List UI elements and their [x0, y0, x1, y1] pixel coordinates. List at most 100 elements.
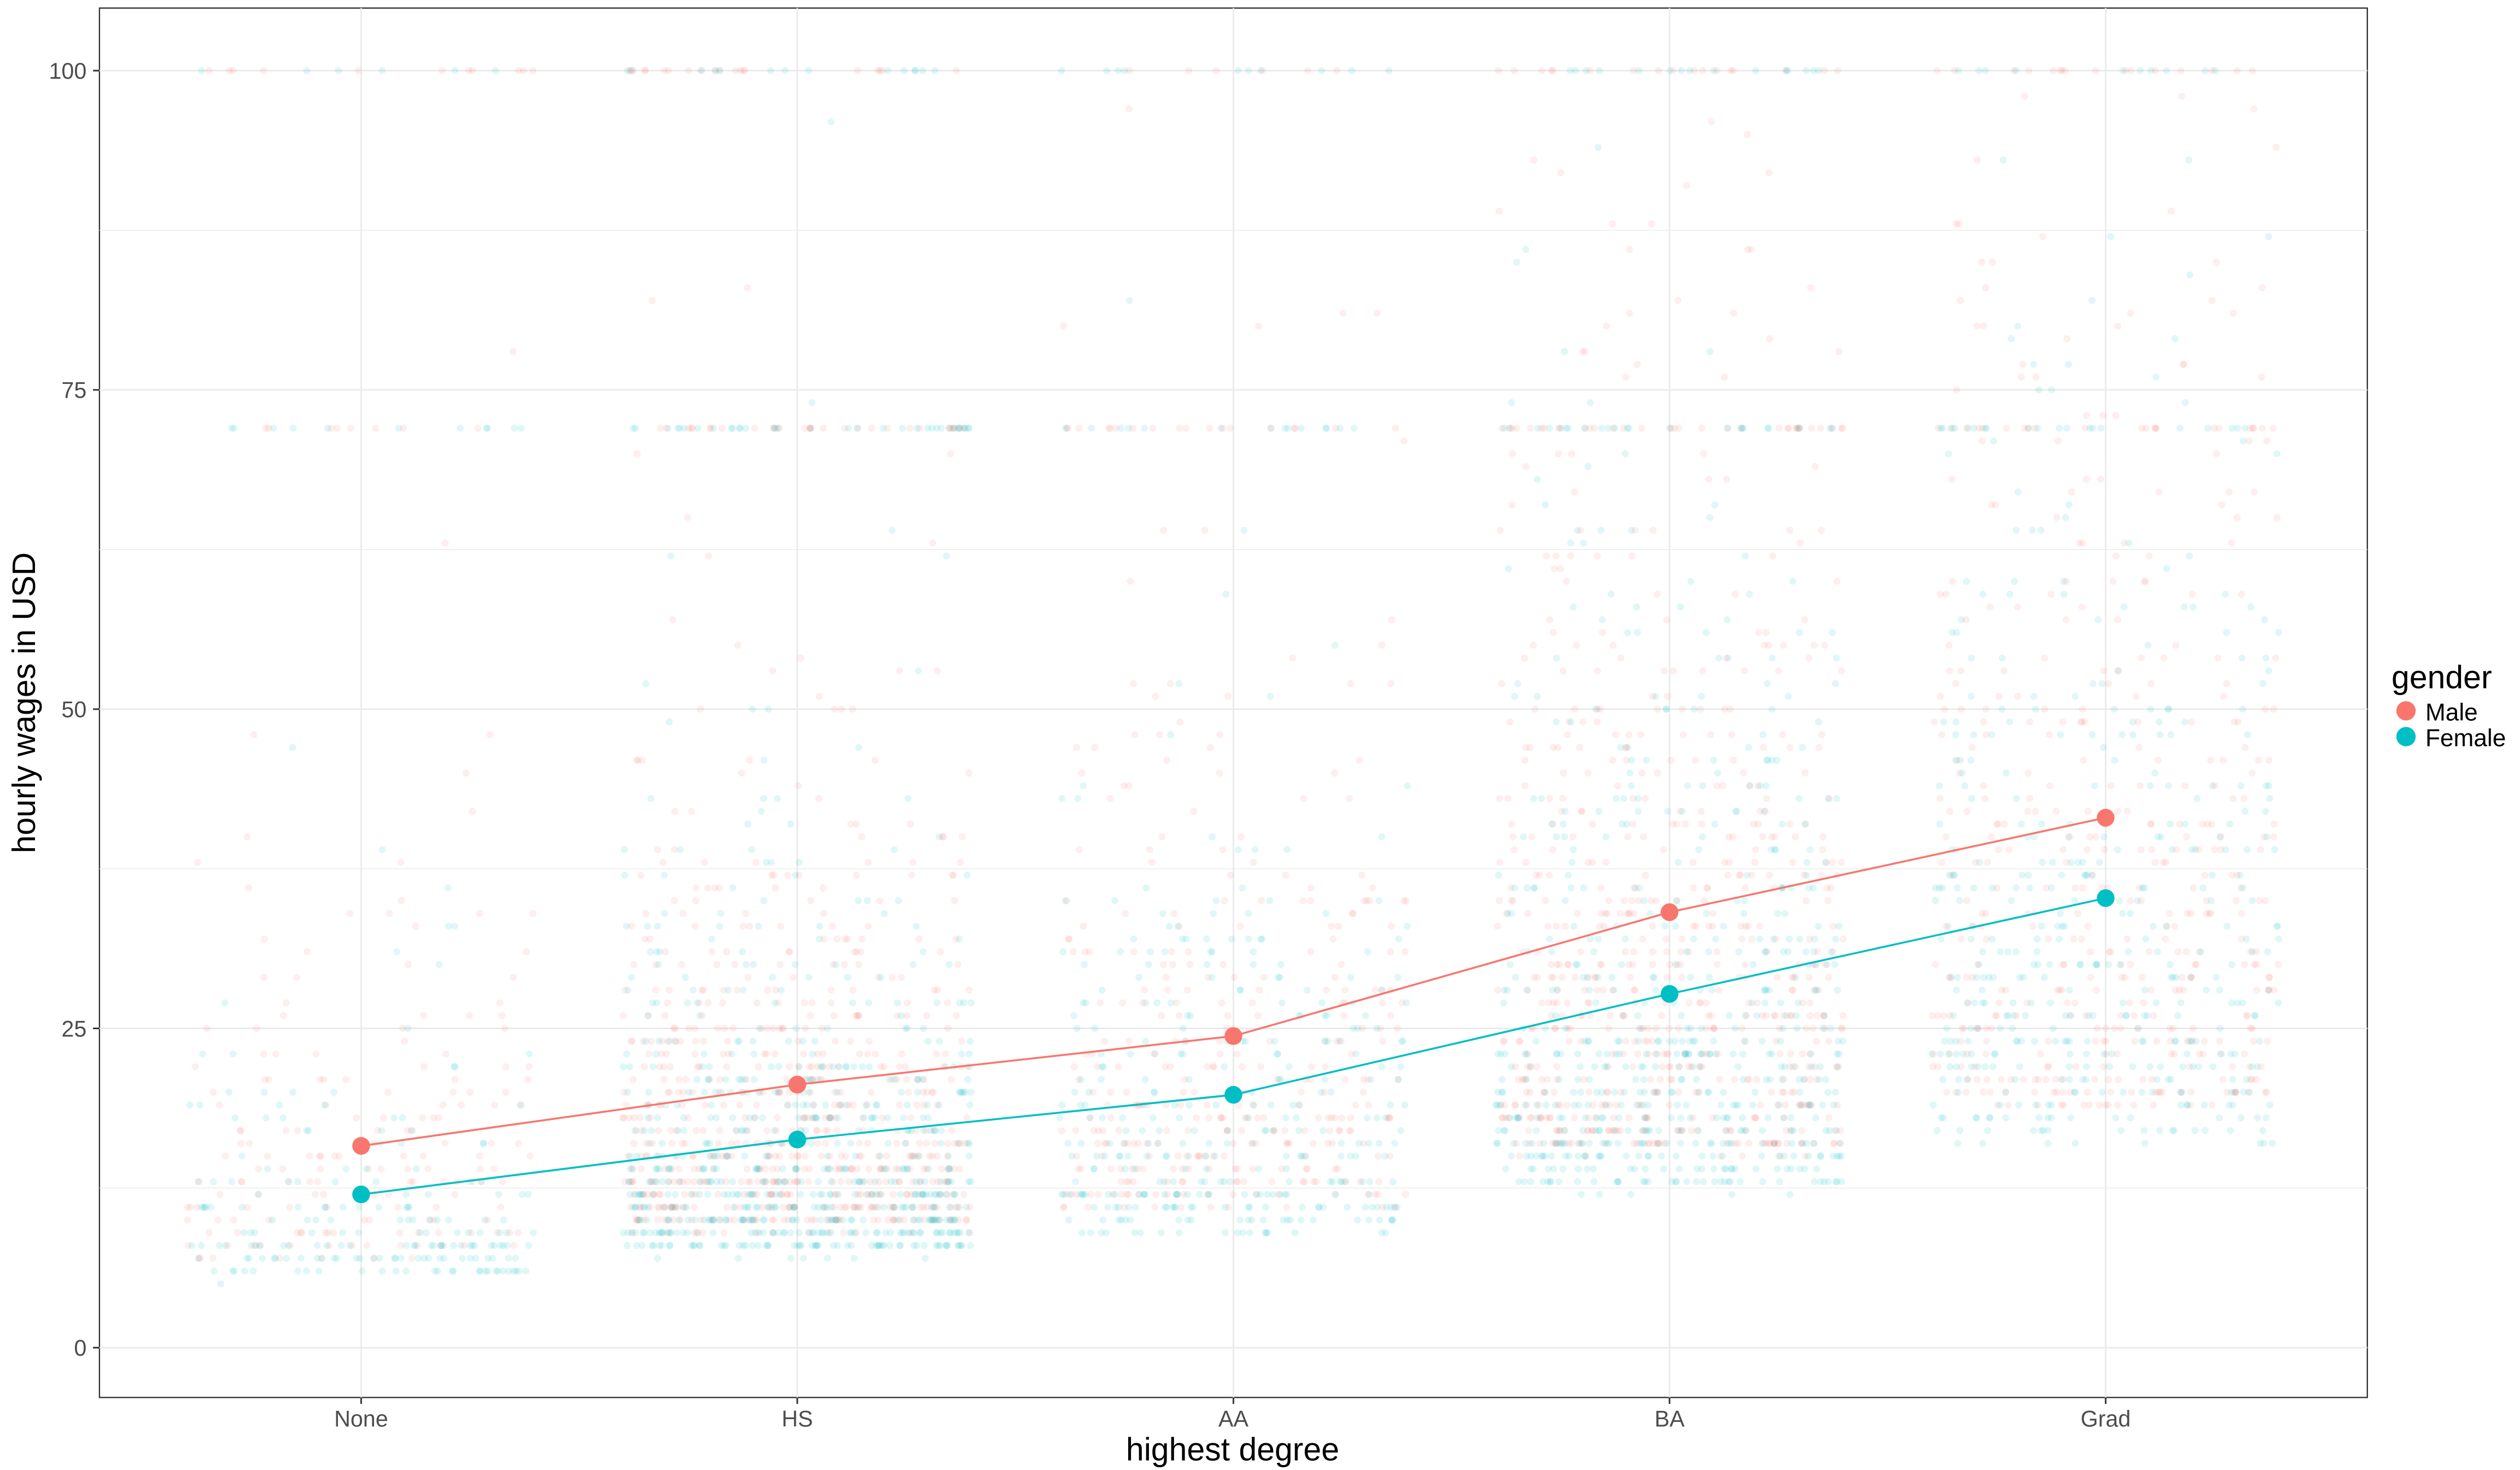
jitter-point — [733, 1140, 741, 1147]
jitter-point — [483, 424, 491, 432]
jitter-point — [689, 424, 696, 432]
jitter-point — [877, 973, 885, 981]
jitter-point — [1662, 935, 1670, 943]
jitter-point — [502, 1063, 510, 1071]
jitter-point — [1953, 1050, 1961, 1058]
jitter-point — [311, 1191, 319, 1198]
jitter-point — [331, 1178, 339, 1186]
jitter-point — [1990, 437, 1997, 445]
jitter-point — [1958, 769, 1966, 777]
jitter-point — [1159, 961, 1167, 969]
jitter-point — [1548, 820, 1556, 828]
jitter-point — [733, 1191, 740, 1198]
jitter-point — [421, 1255, 428, 1262]
jitter-point — [1538, 999, 1545, 1007]
jitter-point — [781, 1178, 789, 1186]
jitter-point — [664, 1088, 672, 1096]
jitter-point — [836, 1165, 844, 1172]
jitter-point — [419, 1152, 427, 1160]
jitter-point — [2061, 923, 2068, 930]
jitter-point — [965, 1140, 973, 1147]
jitter-point — [2248, 897, 2256, 905]
jitter-point — [851, 1191, 859, 1198]
jitter-point — [1943, 1088, 1951, 1096]
jitter-point — [833, 1191, 841, 1198]
jitter-point — [691, 1050, 699, 1058]
jitter-point — [743, 1127, 750, 1134]
jitter-point — [1609, 986, 1617, 994]
jitter-point — [816, 1191, 824, 1198]
jitter-point — [935, 1242, 942, 1249]
jitter-point — [762, 1152, 770, 1160]
jitter-point — [1786, 935, 1793, 943]
jitter-point — [670, 846, 678, 854]
jitter-point — [761, 1216, 768, 1224]
jitter-point — [1742, 884, 1749, 892]
jitter-point — [402, 1191, 410, 1198]
jitter-point — [1595, 1050, 1603, 1058]
jitter-point — [1768, 705, 1776, 713]
jitter-point — [1403, 999, 1410, 1007]
jitter-point — [1075, 846, 1083, 854]
jitter-point — [1699, 782, 1706, 790]
jitter-point — [624, 1088, 632, 1096]
jitter-point — [230, 424, 238, 432]
jitter-point — [2183, 1050, 2191, 1058]
jitter-point — [1801, 820, 1809, 828]
jitter-point — [465, 67, 472, 74]
jitter-point — [633, 756, 640, 764]
jitter-point — [412, 923, 419, 930]
jitter-point — [2060, 961, 2068, 969]
jitter-point — [1509, 450, 1516, 458]
jitter-point — [517, 424, 525, 432]
jitter-point — [648, 1127, 655, 1134]
jitter-point — [640, 1216, 648, 1224]
jitter-point — [761, 1050, 768, 1058]
jitter-point — [753, 999, 761, 1007]
jitter-point — [1664, 692, 1671, 700]
jitter-point — [398, 1140, 405, 1147]
jitter-point — [943, 999, 951, 1007]
jitter-point — [769, 1229, 777, 1236]
jitter-point — [666, 718, 673, 726]
jitter-point — [909, 1216, 917, 1224]
jitter-point — [728, 424, 736, 432]
jitter-point — [522, 1267, 530, 1275]
jitter-point — [900, 67, 908, 74]
jitter-point — [1099, 1114, 1106, 1122]
jitter-point — [687, 1242, 695, 1249]
jitter-point — [2033, 935, 2041, 943]
jitter-point — [2097, 475, 2105, 483]
jitter-point — [826, 1114, 833, 1122]
jitter-point — [1317, 1088, 1325, 1096]
jitter-point — [894, 999, 901, 1007]
jitter-point — [2131, 1037, 2138, 1045]
jitter-point — [942, 1242, 949, 1249]
jitter-point — [1202, 1152, 1210, 1160]
jitter-point — [830, 1216, 838, 1224]
jitter-point — [440, 1242, 447, 1249]
jitter-point — [2238, 909, 2245, 917]
jitter-point — [738, 948, 746, 955]
jitter-point — [1652, 986, 1660, 994]
jitter-point — [1699, 833, 1706, 841]
jitter-point — [920, 1242, 928, 1249]
jitter-point — [1078, 1229, 1086, 1236]
jitter-point — [1499, 1088, 1507, 1096]
jitter-point — [938, 1165, 946, 1172]
jitter-point — [1962, 616, 1970, 623]
jitter-point — [741, 67, 748, 74]
jitter-point — [282, 1127, 290, 1134]
jitter-point — [2096, 1101, 2103, 1109]
jitter-point — [1101, 1152, 1109, 1160]
jitter-point — [645, 1088, 652, 1096]
jitter-point — [674, 1127, 681, 1134]
jitter-point — [931, 1191, 938, 1198]
jitter-point — [623, 1242, 631, 1249]
jitter-point — [1723, 616, 1731, 623]
jitter-point — [458, 1255, 466, 1262]
jitter-point — [1589, 859, 1596, 866]
jitter-point — [816, 1216, 824, 1224]
jitter-point — [654, 923, 661, 930]
jitter-point — [842, 1101, 850, 1109]
